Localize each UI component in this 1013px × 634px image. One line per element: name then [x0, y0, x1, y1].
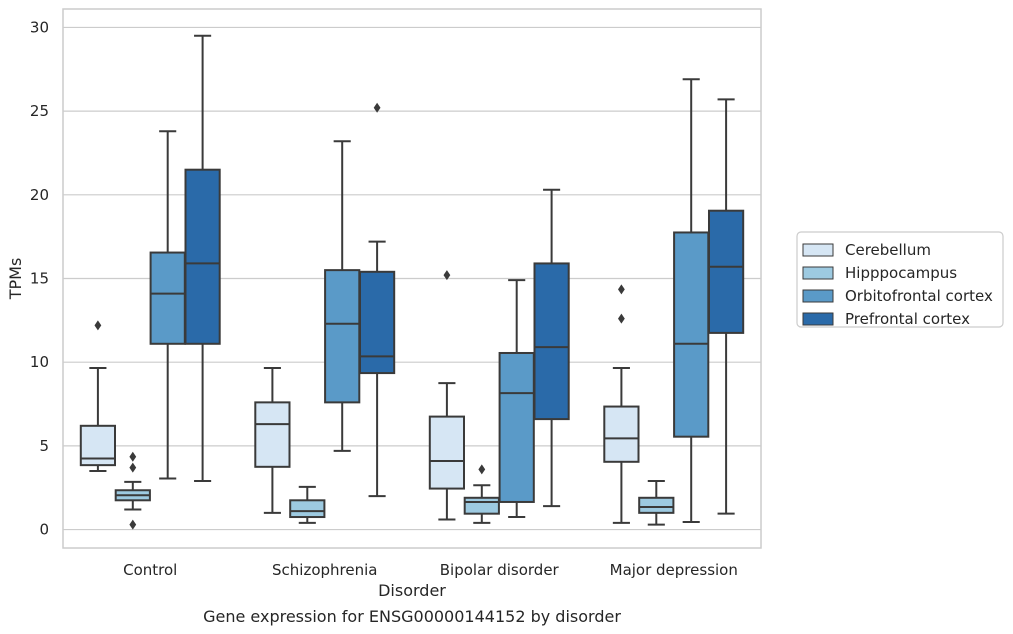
iqr-box — [324, 269, 361, 404]
iqr-box — [498, 351, 535, 503]
x-tick-label: Major depression — [610, 561, 738, 579]
legend-swatch — [802, 266, 834, 280]
iqr-box — [533, 262, 570, 421]
iqr-box — [638, 496, 675, 514]
box-4-4 — [707, 98, 745, 515]
outlier-marker — [478, 464, 486, 475]
iqr-box — [603, 405, 640, 463]
box-4-2 — [358, 102, 396, 498]
y-tick-label: 10 — [30, 353, 49, 371]
box-3-1 — [149, 130, 186, 480]
outlier-marker — [618, 284, 625, 295]
y-tick-label: 25 — [30, 102, 49, 120]
box-4-1 — [184, 34, 221, 483]
chart-caption: Gene expression for ENSG00000144152 by d… — [203, 607, 621, 626]
y-tick-label: 0 — [39, 521, 49, 539]
outlier-marker — [443, 270, 451, 281]
iqr-box — [289, 499, 326, 519]
y-tick-label: 20 — [30, 186, 49, 204]
legend-swatch — [802, 289, 834, 303]
outlier-marker — [618, 313, 625, 324]
box-2-3 — [463, 464, 500, 524]
outlier-marker — [94, 320, 102, 331]
legend-swatch — [802, 312, 834, 326]
iqr-box — [463, 496, 500, 515]
box-4-3 — [533, 188, 570, 508]
iqr-box — [673, 231, 710, 438]
iqr-box — [149, 251, 186, 345]
y-tick-label: 30 — [30, 18, 49, 36]
x-tick-label: Bipolar disorder — [440, 561, 560, 579]
outlier-marker — [129, 519, 137, 530]
box-1-4 — [603, 284, 640, 524]
x-axis-ticks: Control Schizophrenia Bipolar disorder Majo… — [123, 561, 738, 579]
legend-label: Cerebellum — [845, 241, 931, 259]
box-3-2 — [324, 140, 361, 452]
y-tick-label: 15 — [30, 270, 49, 288]
legend: Cerebellum Hipppocampus Orbitofrontal cort… — [796, 231, 1004, 328]
outlier-marker — [129, 462, 137, 473]
iqr-box — [707, 209, 745, 334]
box-1-3 — [428, 270, 466, 521]
box-plot-area — [79, 34, 745, 530]
y-axis-label: TPMs — [6, 258, 25, 301]
box-2-4 — [638, 480, 675, 526]
box-1-2 — [254, 367, 291, 514]
box-1-1 — [79, 320, 117, 472]
x-tick-label: Schizophrenia — [272, 561, 377, 579]
outlier-marker — [129, 451, 137, 462]
iqr-box — [254, 401, 291, 468]
iqr-box — [184, 168, 221, 345]
box-3-3 — [498, 279, 535, 519]
iqr-box — [428, 415, 466, 490]
box-3-4 — [673, 78, 710, 524]
y-tick-label: 5 — [39, 437, 49, 455]
iqr-box — [358, 270, 396, 375]
legend-swatch — [802, 243, 834, 257]
legend-label: Orbitofrontal cortex — [845, 287, 993, 305]
y-axis-ticks: 0 5 10 15 20 25 30 — [30, 18, 49, 538]
x-tick-label: Control — [123, 561, 177, 579]
plot-frame — [62, 8, 762, 549]
box-2-2 — [289, 485, 326, 524]
legend-label: Hipppocampus — [845, 264, 957, 282]
legend-label: Prefrontal cortex — [845, 310, 970, 328]
box-2-1 — [114, 451, 151, 530]
outlier-marker — [373, 102, 381, 113]
x-axis-label: Disorder — [378, 581, 446, 600]
legend-frame — [796, 231, 1004, 328]
